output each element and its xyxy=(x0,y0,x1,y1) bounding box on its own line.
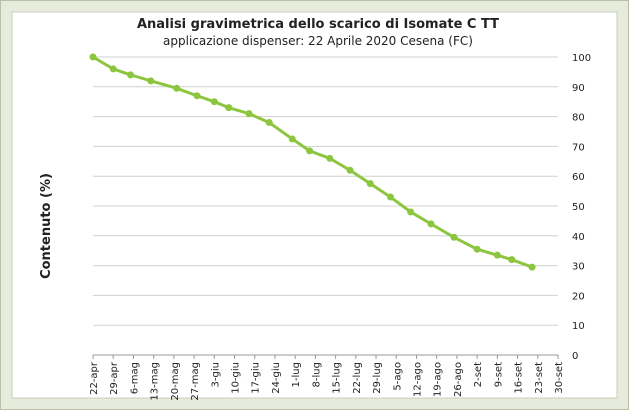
y-tick-label: 90 xyxy=(572,83,585,94)
x-tick-label: 20-mag xyxy=(170,362,181,401)
y-tick-label: 30 xyxy=(572,262,585,273)
y-tick-label: 50 xyxy=(572,202,585,213)
data-point xyxy=(173,84,181,92)
y-tick-label: 80 xyxy=(572,113,585,124)
x-tick-label: 1-lug xyxy=(291,362,302,387)
data-point xyxy=(386,193,394,201)
x-tick-label: 10-giu xyxy=(231,362,242,394)
data-point xyxy=(346,166,354,174)
data-point xyxy=(473,245,481,253)
x-tick-label: 17-giu xyxy=(251,362,262,394)
x-tick-label: 3-giu xyxy=(210,362,221,387)
x-tick-label: 29-apr xyxy=(109,361,120,395)
data-point xyxy=(210,98,218,106)
data-point xyxy=(89,53,97,61)
y-axis-label: Contenuto (%) xyxy=(39,173,54,279)
x-tick-label: 15-lug xyxy=(332,362,343,394)
data-point xyxy=(306,147,314,155)
y-tick-label: 70 xyxy=(572,142,585,153)
data-point xyxy=(265,119,273,127)
x-tick-label: 6-mag xyxy=(129,362,140,394)
x-tick-label: 19-ago xyxy=(433,362,444,397)
x-tick-label: 23-set xyxy=(534,362,545,394)
data-point xyxy=(193,92,201,100)
x-tick-label: 24-giu xyxy=(271,362,282,394)
data-point xyxy=(427,220,435,228)
chart-subtitle: applicazione dispenser: 22 Aprile 2020 C… xyxy=(163,34,473,48)
y-tick-label: 0 xyxy=(572,351,578,362)
x-tick-label: 27-mag xyxy=(190,362,201,401)
data-point xyxy=(450,233,458,241)
x-tick-label: 26-ago xyxy=(453,362,464,397)
y-tick-label: 40 xyxy=(572,232,585,243)
x-tick-label: 12-ago xyxy=(412,362,423,397)
data-point xyxy=(109,65,117,73)
y-tick-label: 20 xyxy=(572,291,585,302)
data-point xyxy=(147,77,155,85)
data-point xyxy=(225,104,233,112)
x-tick-label: 22-apr xyxy=(89,361,100,395)
data-point xyxy=(127,71,135,79)
data-point xyxy=(245,110,253,118)
x-tick-label: 2-set xyxy=(473,362,484,387)
x-tick-label: 8-lug xyxy=(311,362,322,387)
x-tick-label: 22-lug xyxy=(352,362,363,394)
data-point xyxy=(326,154,334,162)
x-tick-label: 9-set xyxy=(493,362,504,387)
x-tick-label: 29-lug xyxy=(372,362,383,394)
y-tick-label: 100 xyxy=(572,53,591,64)
x-tick-label: 30-set xyxy=(554,362,565,394)
y-tick-label: 10 xyxy=(572,321,585,332)
panel xyxy=(11,11,618,399)
data-point xyxy=(493,251,501,259)
x-tick-label: 5-ago xyxy=(392,362,403,391)
y-tick-label: 60 xyxy=(572,172,585,183)
data-point xyxy=(508,256,516,264)
data-point xyxy=(407,208,415,216)
x-tick-label: 13-mag xyxy=(150,362,161,401)
x-tick-label: 16-set xyxy=(514,362,525,394)
data-point xyxy=(528,263,536,271)
chart-title: Analisi gravimetrica dello scarico di Is… xyxy=(137,17,499,32)
data-point xyxy=(366,180,374,188)
data-point xyxy=(288,135,296,143)
